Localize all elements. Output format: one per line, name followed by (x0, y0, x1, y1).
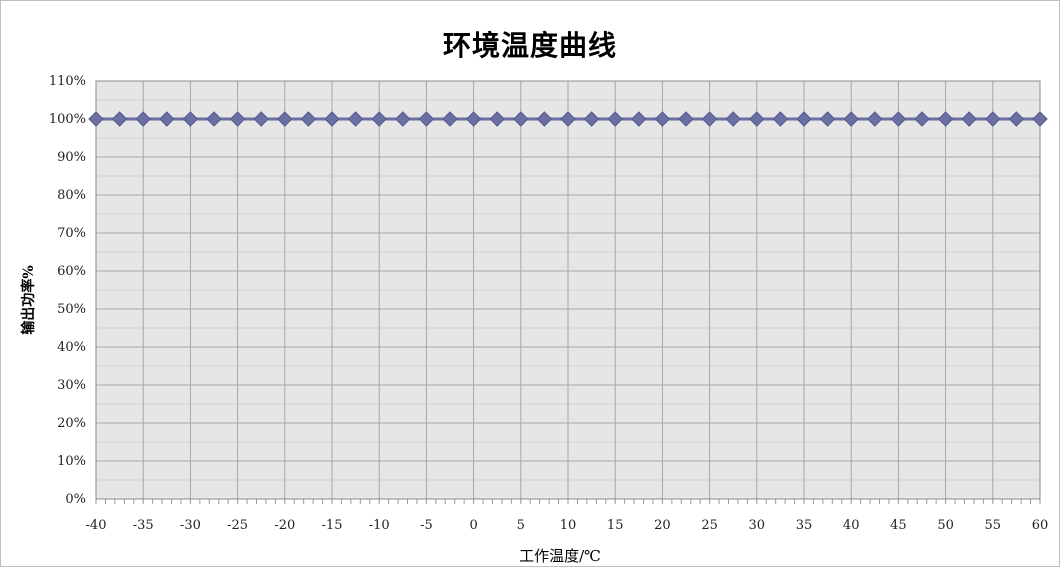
y-tick-label: 110% (49, 74, 86, 89)
data-point-marker (253, 111, 269, 127)
data-point-marker (111, 111, 128, 127)
x-tick-label: -40 (86, 518, 107, 533)
x-tick-label: 55 (985, 518, 1002, 533)
data-point-marker (395, 111, 411, 127)
data-point-marker (725, 111, 741, 127)
data-point-marker (182, 111, 199, 127)
y-tick-label: 30% (57, 378, 86, 393)
x-tick-label: 10 (560, 518, 577, 533)
data-point-marker (229, 111, 246, 127)
plot-border (95, 80, 1041, 500)
x-tick-label: 0 (469, 518, 477, 533)
x-tick-label: 35 (796, 518, 813, 533)
data-point-marker (867, 111, 883, 127)
x-tick-label: 15 (607, 518, 624, 533)
y-tick-label: 40% (57, 340, 86, 355)
x-tick-label: -15 (322, 518, 343, 533)
data-point-marker (890, 111, 907, 127)
x-tick-label: -35 (133, 518, 154, 533)
plot-layer: 0% 10% 20% 30% 40% 50% 60% 70% 80% 90% 100% 110% -40… (49, 74, 1048, 533)
data-point-marker (159, 111, 175, 127)
x-tick-label: -25 (227, 518, 248, 533)
data-point-marker (985, 111, 1001, 127)
data-point-marker (583, 111, 600, 127)
data-point-marker (442, 111, 458, 127)
y-tick-label: 10% (57, 454, 86, 469)
data-point-marker (300, 111, 317, 127)
x-axis-title: 工作温度/℃ (519, 547, 601, 565)
data-point-marker (465, 111, 482, 127)
data-point-marker (749, 111, 765, 127)
x-tick-label: -5 (420, 518, 433, 533)
x-tick-label: -20 (274, 518, 295, 533)
data-point-marker (135, 111, 151, 127)
data-point-marker (607, 111, 623, 127)
data-point-marker (371, 111, 387, 127)
y-tick-label: 20% (57, 416, 86, 431)
chart-title: 环境温度曲线 (442, 29, 617, 62)
data-point-marker (701, 111, 718, 127)
data-point-marker (536, 111, 553, 127)
data-point-marker (796, 111, 812, 127)
data-point-marker (937, 111, 954, 127)
data-point-marker (560, 111, 576, 127)
data-point-marker (88, 111, 104, 127)
x-tick-label: 45 (890, 518, 907, 533)
data-point-marker (206, 111, 222, 127)
y-tick-label: 50% (57, 302, 86, 317)
data-point-marker (678, 111, 694, 127)
y-tick-label: 70% (57, 226, 86, 241)
x-tick-label: 50 (937, 518, 954, 533)
y-tick-label: 80% (57, 188, 86, 203)
data-point-marker (961, 111, 977, 127)
data-point-marker (819, 111, 836, 127)
data-point-marker (418, 111, 435, 127)
data-point-marker (843, 111, 859, 127)
x-tick-label: 25 (701, 518, 718, 533)
y-tick-label: 90% (57, 150, 86, 165)
data-point-marker (1032, 111, 1048, 127)
data-point-marker (631, 111, 647, 127)
data-point-marker (324, 111, 340, 127)
data-point-marker (914, 111, 930, 127)
x-tick-label: -30 (180, 518, 201, 533)
x-tick-label: -10 (369, 518, 390, 533)
y-tick-label: 0% (65, 492, 86, 507)
data-point-marker (1008, 111, 1025, 127)
x-tick-label: 60 (1032, 518, 1049, 533)
y-tick-label: 60% (57, 264, 86, 279)
x-tick-label: 5 (517, 518, 525, 533)
data-point-marker (513, 111, 529, 127)
x-tick-label: 40 (843, 518, 860, 533)
data-point-marker (489, 111, 505, 127)
data-point-marker (347, 111, 364, 127)
x-tick-label: 30 (749, 518, 766, 533)
y-tick-label: 100% (49, 112, 86, 127)
x-tick-label: 20 (654, 518, 671, 533)
data-point-marker (277, 111, 293, 127)
data-point-marker (654, 111, 671, 127)
data-point-marker (772, 111, 789, 127)
